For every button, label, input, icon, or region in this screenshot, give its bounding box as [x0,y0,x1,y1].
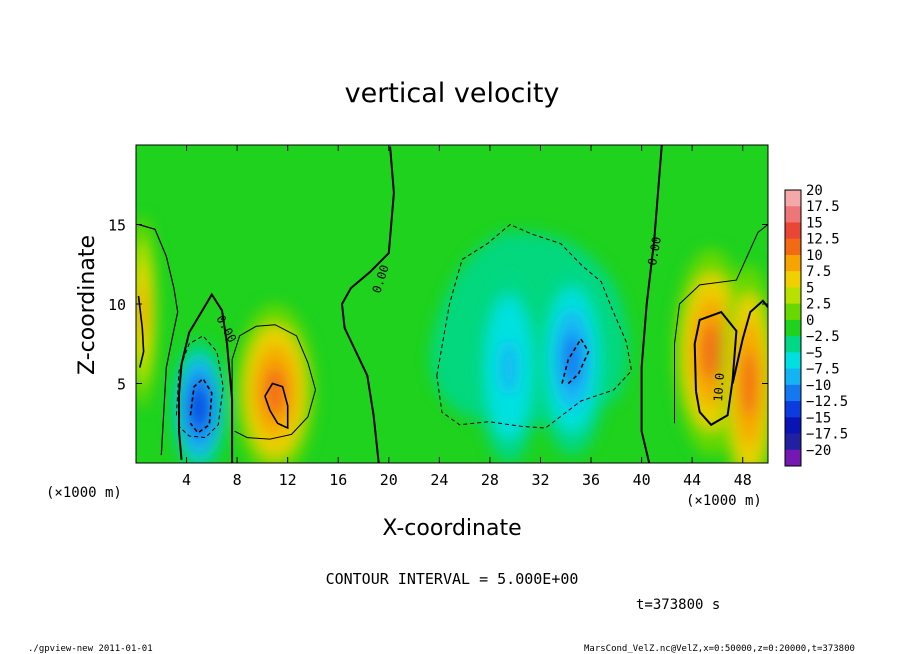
x-axis: 4 8 12 16 20 24 28 32 36 40 44 48 [182,145,752,489]
contour-line [138,223,179,456]
updraft-core [138,285,147,339]
contour-line [693,310,738,427]
contour-lines [137,145,768,463]
colorbar-label: −20 [806,443,831,459]
chart-title: vertical velocity [345,78,560,109]
colorbar-label: −12.5 [806,394,848,410]
contour-interval: CONTOUR INTERVAL = 5.000E+00 [326,570,579,588]
y-axis: 5 10 15 [108,217,768,394]
colorbar-swatch [785,206,801,223]
colorbar-label: −7.5 [806,362,840,378]
x-tick-label: 36 [582,471,600,489]
contour-label: 0.00 [645,236,664,267]
x-tick-label: 48 [734,471,752,489]
colorbar-label: 5 [806,280,814,296]
updraft-core [700,322,722,381]
colorbar-label: −5 [806,345,823,361]
updraft-core [263,366,287,416]
x-tick-label: 12 [279,471,297,489]
colorbar-label: 12.5 [806,232,840,248]
colorbar-swatch [785,449,801,467]
x-tick-label: 24 [430,471,448,489]
colorbar-swatch [785,190,801,207]
x-unit-left: (×1000 m) [46,485,122,501]
colorbar-swatch [785,238,801,256]
contour-line [264,382,289,430]
contour-line [640,145,663,463]
contour-line [231,324,317,463]
x-tick-label: 4 [182,471,191,489]
x-tick-label: 44 [683,471,701,489]
contour-line-negative [189,377,213,434]
contour-line [340,146,395,463]
time-label: t=373800 s [636,597,720,613]
colorbar-swatch [785,287,801,305]
colorbar-swatch [785,384,801,402]
x-tick-label: 8 [233,471,242,489]
colorbar-swatch [785,336,801,353]
y-tick-label: 5 [117,376,126,394]
y-tick-label: 10 [108,296,126,314]
colorbar-label: 7.5 [806,264,831,280]
plot-area [136,145,768,463]
colorbar: 2017.51512.5107.552.50−2.5−5−7.5−10−12.5… [784,183,848,467]
colorbar-label: 20 [806,183,823,199]
y-axis-label: Z-coordinate [75,235,100,375]
x-tick-label: 32 [531,471,549,489]
x-tick-label: 40 [633,471,651,489]
colorbar-swatch [785,222,801,240]
contour-line [674,224,768,424]
colorbar-swatch [785,319,801,337]
colorbar-label: 10 [806,248,823,264]
downdraft-core [500,340,518,395]
updraft-core [741,350,757,417]
colorbar-swatch [785,368,801,386]
contour-line [731,299,768,384]
colorbar-frame [784,189,802,467]
downdraft-core [191,388,207,427]
colorbar-label: −10 [806,378,831,394]
x-tick-label: 20 [380,471,398,489]
contour-line-negative [436,223,633,429]
y-tick-label: 15 [108,217,126,235]
colorbar-label: −17.5 [806,427,848,443]
colorbar-label: 17.5 [806,199,840,215]
colorbar-label: −2.5 [806,329,840,345]
colorbar-label: 0 [806,313,814,329]
x-tick-label: 16 [329,471,347,489]
contour-line [137,295,145,368]
field-blobs [136,216,768,463]
footer-left: ./gpview-new 2011-01-01 [28,644,153,654]
colorbar-swatch [785,271,801,288]
colorbar-swatch [785,352,801,370]
contour-line-negative [175,335,224,439]
colorbar-swatch [785,417,801,435]
x-tick-label: 28 [481,471,499,489]
downdraft-core [562,332,582,387]
colorbar-swatch [785,254,801,272]
x-unit-right: (×1000 m) [686,493,762,509]
colorbar-swatch [785,401,801,418]
contour-line-negative [561,337,590,385]
colorbar-label: 2.5 [806,297,831,313]
colorbar-swatch [785,433,801,451]
footer-right: MarsCond_VelZ.nc@VelZ,x=0:50000,z=0:2000… [584,644,855,654]
x-axis-label: X-coordinate [382,516,521,541]
colorbar-label: 15 [806,215,823,231]
contour-line [178,292,234,463]
colorbar-label: −15 [806,410,831,426]
contour-label: 10.0 [711,372,727,402]
colorbar-swatch [785,303,801,321]
